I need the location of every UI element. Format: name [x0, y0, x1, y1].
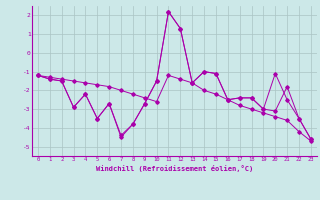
X-axis label: Windchill (Refroidissement éolien,°C): Windchill (Refroidissement éolien,°C)	[96, 165, 253, 172]
